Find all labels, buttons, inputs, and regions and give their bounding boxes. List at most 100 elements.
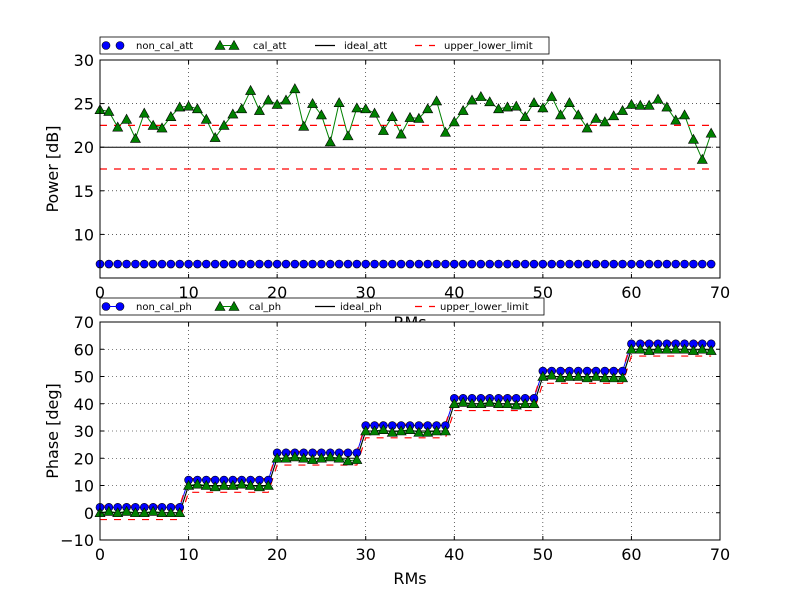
y-tick-label: 70 [74, 313, 94, 332]
non-cal-att-point [361, 259, 371, 269]
cal-ph-point [670, 343, 682, 354]
non-cal-att-point [148, 259, 158, 269]
cal-ph-point [679, 343, 691, 354]
ideal-ph-line [100, 348, 712, 514]
cal-att-point [599, 116, 611, 127]
cal-att-point [466, 94, 478, 105]
non-cal-att-point [113, 259, 123, 269]
axes-frame [99, 59, 721, 279]
cal-att-legend-label: cal_att [253, 41, 286, 52]
cal-ph-point [661, 343, 673, 354]
cal-ph-point [439, 425, 451, 436]
cal-att-point [546, 91, 558, 101]
non-cal-att-point [467, 259, 477, 269]
non-cal-att-point [573, 259, 583, 269]
cal-ph-point [422, 426, 434, 437]
non-cal-att-point [325, 259, 335, 269]
cal-ph-point [298, 452, 310, 463]
non-cal-att-point [609, 259, 619, 269]
cal-att-point [617, 104, 629, 115]
cal-att-point [457, 104, 469, 115]
cal-att-point [121, 113, 133, 124]
cal-ph-point [493, 398, 505, 409]
y-tick-label: 30 [74, 51, 94, 70]
cal-ph-point [617, 372, 629, 383]
non-cal-att-point [299, 259, 309, 269]
non-cal-att-point [441, 259, 450, 269]
non-cal-ph-line [100, 343, 712, 508]
cal-att-point [315, 109, 327, 120]
x-tick-label: 60 [621, 283, 641, 302]
cal-att-point [493, 103, 505, 114]
non-cal-att-legend-marker [101, 41, 111, 50]
cal-ph-point [395, 425, 407, 436]
non-cal-att-point [414, 259, 424, 269]
cal-att-point [519, 111, 531, 121]
non-cal-att-point [237, 259, 247, 269]
x-tick-label: 20 [267, 283, 287, 302]
cal-att-point [174, 101, 186, 112]
cal-ph-point [209, 481, 221, 492]
cal-att-point [227, 108, 239, 119]
cal-ph-point [413, 426, 425, 437]
cal-att-point [679, 109, 691, 120]
non-cal-att-point [423, 259, 433, 269]
cal-ph-point [652, 343, 664, 354]
cal-ph-point [165, 507, 177, 518]
cal-att-point [386, 111, 398, 121]
non-cal-att-point [671, 259, 681, 269]
x-tick-label: 40 [444, 283, 464, 302]
x-tick-label: 70 [710, 283, 730, 302]
cal-ph-point [537, 370, 549, 381]
cal-ph-point [634, 343, 646, 354]
x-tick-label: 20 [267, 545, 287, 564]
cal-ph-point [315, 452, 327, 463]
ideal-att-legend-label: ideal_att [344, 41, 387, 52]
non-cal-att-point [547, 259, 557, 269]
non-cal-att-point [166, 259, 176, 269]
cal-ph-point [466, 398, 478, 409]
cal-att-point [643, 99, 655, 110]
cal-att-point [156, 122, 168, 133]
x-tick-label: 0 [95, 283, 105, 302]
cal-ph-point [280, 452, 292, 463]
y-tick-label: 0 [84, 504, 94, 523]
cal-att-point [555, 109, 567, 120]
cal-att-point [608, 110, 620, 121]
non-cal-att-point [131, 259, 140, 269]
x-tick-label: 0 [95, 545, 105, 564]
power-chart: 0102030405060701015202530RMsPower [dB]no… [43, 36, 730, 332]
cal-ph-point [510, 399, 522, 410]
non-cal-att-point [255, 259, 264, 269]
phase-chart: 0 10 20 30 40 50 60 70−10010203040506070RMsPhas… [43, 297, 730, 588]
cal-ph-point [705, 344, 717, 355]
cal-ph-point [360, 425, 372, 436]
non-cal-att-point [591, 259, 601, 269]
cal-att-point [696, 153, 708, 164]
cal-att-point [395, 128, 407, 139]
cal-att-point [138, 107, 150, 118]
cal-att-point [342, 130, 354, 141]
x-tick-label: 30 [356, 283, 376, 302]
non-cal-att-point [334, 259, 344, 269]
non-cal-att-point [644, 259, 654, 269]
x-tick-label: 50 [533, 545, 553, 564]
cal-att-point [705, 127, 717, 138]
y-axis-label: Power [dB] [43, 125, 62, 212]
cal-ph-point [245, 479, 257, 490]
cal-ph-point [121, 505, 133, 516]
non-cal-att-point [290, 259, 300, 269]
cal-ph-point [156, 507, 168, 518]
non-cal-att-legend-label: non_cal_att [136, 41, 193, 52]
cal-ph-point [342, 455, 354, 466]
y-tick-label: 30 [74, 422, 94, 441]
cal-att-point [369, 107, 381, 118]
cal-att-point [129, 132, 141, 143]
cal-att-point [404, 111, 416, 122]
cal-ph-point [519, 398, 531, 409]
cal-ph-point [457, 396, 469, 407]
y-tick-label: 10 [74, 477, 94, 496]
non-cal-att-point [281, 259, 291, 269]
cal-ph-point [475, 398, 487, 409]
